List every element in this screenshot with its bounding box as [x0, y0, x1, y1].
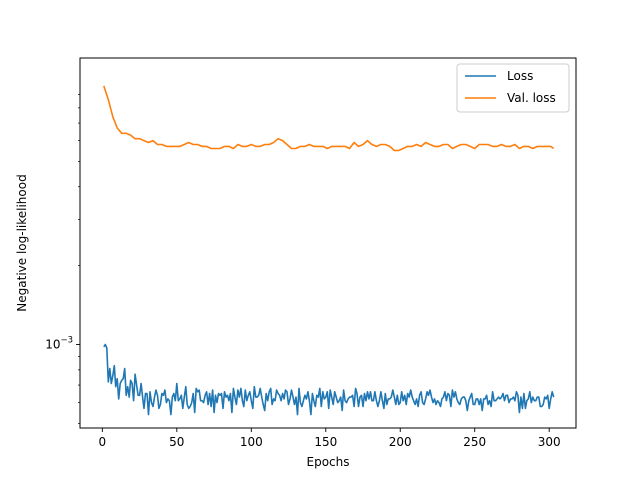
series-line-val-loss [103, 85, 555, 152]
series-line-loss [103, 343, 555, 416]
x-tick-label: 50 [169, 435, 184, 449]
x-tick-label: 300 [538, 435, 561, 449]
x-tick-label: 100 [240, 435, 263, 449]
x-tick-label: 0 [99, 435, 107, 449]
legend: Loss Val. loss [456, 63, 570, 113]
plot-lines [103, 85, 555, 416]
x-tick-label: 150 [314, 435, 337, 449]
plot-frame [79, 57, 577, 429]
x-axis-ticks: 0 50 100 150 200 250 300 [99, 428, 561, 449]
y-axis-ticks: 10−3 [45, 94, 80, 424]
x-axis-label: Epochs [307, 455, 350, 469]
legend-label-loss: Loss [507, 69, 533, 83]
y-tick-label: 10−3 [45, 335, 73, 351]
legend-label-val-loss: Val. loss [507, 91, 556, 105]
x-tick-label: 250 [463, 435, 486, 449]
y-axis-label: Negative log-likelihood [15, 174, 29, 311]
x-tick-label: 200 [389, 435, 412, 449]
